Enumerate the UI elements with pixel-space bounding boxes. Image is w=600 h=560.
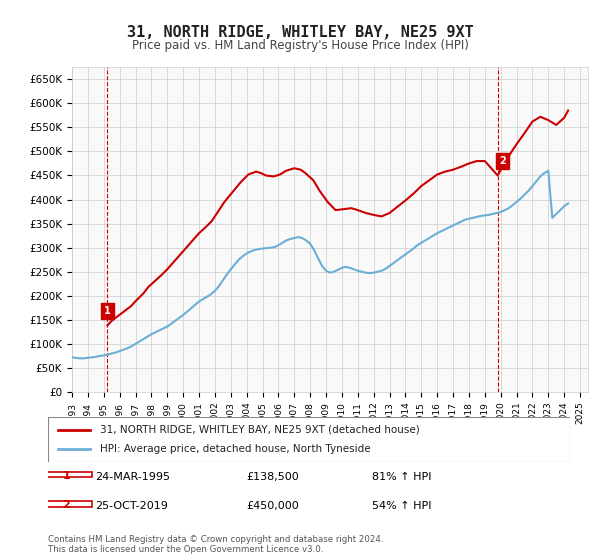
Text: 1: 1 — [62, 471, 70, 481]
Text: HPI: Average price, detached house, North Tyneside: HPI: Average price, detached house, Nort… — [100, 445, 371, 455]
Text: 54% ↑ HPI: 54% ↑ HPI — [371, 501, 431, 511]
Text: 24-MAR-1995: 24-MAR-1995 — [95, 472, 170, 482]
Text: Contains HM Land Registry data © Crown copyright and database right 2024.
This d: Contains HM Land Registry data © Crown c… — [48, 535, 383, 554]
Text: 31, NORTH RIDGE, WHITLEY BAY, NE25 9XT: 31, NORTH RIDGE, WHITLEY BAY, NE25 9XT — [127, 25, 473, 40]
Text: 1: 1 — [104, 306, 111, 316]
FancyBboxPatch shape — [46, 501, 92, 507]
Text: Price paid vs. HM Land Registry's House Price Index (HPI): Price paid vs. HM Land Registry's House … — [131, 39, 469, 52]
Text: 31, NORTH RIDGE, WHITLEY BAY, NE25 9XT (detached house): 31, NORTH RIDGE, WHITLEY BAY, NE25 9XT (… — [100, 424, 420, 435]
FancyBboxPatch shape — [48, 417, 570, 462]
Text: 2: 2 — [499, 156, 506, 166]
Text: £450,000: £450,000 — [247, 501, 299, 511]
Text: 25-OCT-2019: 25-OCT-2019 — [95, 501, 168, 511]
Text: £138,500: £138,500 — [247, 472, 299, 482]
FancyBboxPatch shape — [46, 472, 92, 478]
Text: 81% ↑ HPI: 81% ↑ HPI — [371, 472, 431, 482]
Text: 2: 2 — [62, 500, 70, 510]
